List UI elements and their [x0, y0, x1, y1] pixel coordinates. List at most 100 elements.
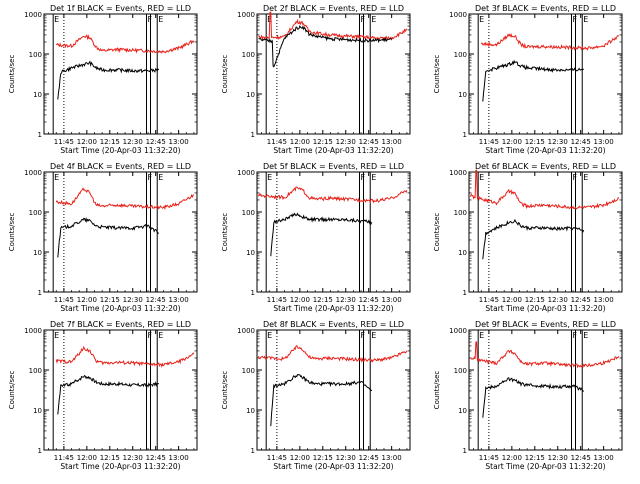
plot-frame	[256, 329, 411, 451]
x-tick-label: 13:00	[382, 454, 402, 462]
x-axis-label: Start Time (20-Apr-03 11:32:20)	[60, 304, 180, 313]
marker-label: E	[371, 15, 376, 24]
events-series-line	[270, 212, 373, 257]
y-tick-label: 1	[38, 131, 42, 139]
y-tick-label: 10	[33, 249, 42, 257]
marker-label: E	[54, 15, 59, 24]
y-tick-label: 1	[38, 447, 42, 455]
marker-label: F	[573, 173, 578, 182]
marker-label: F	[361, 173, 366, 182]
y-tick-label: 1000	[237, 327, 255, 335]
x-tick-label: 13:00	[382, 138, 402, 146]
plot-title: Det 3f BLACK = Events, RED = LLD	[475, 4, 616, 13]
x-tick-label: 12:00	[290, 454, 310, 462]
x-tick-label: 12:15	[313, 296, 333, 304]
x-tick-label: 12:30	[548, 454, 568, 462]
marker-label: E	[267, 173, 272, 182]
x-tick-label: 13:00	[594, 138, 614, 146]
y-axis-label: Counts/sec	[221, 55, 229, 94]
x-tick-label: 12:45	[359, 296, 379, 304]
y-axis-label: Counts/sec	[433, 55, 441, 94]
detector-panel: Det 9f BLACK = Events, RED = LLD 1 10 100 10…	[433, 320, 623, 471]
marker-label: E	[158, 15, 163, 24]
x-axis-label: Start Time (20-Apr-03 11:32:20)	[273, 146, 393, 155]
marker-label: E	[479, 173, 484, 182]
x-tick-label: 12:15	[100, 454, 120, 462]
detector-panel: Det 5f BLACK = Events, RED = LLD 1 10 100 10…	[221, 162, 411, 313]
lld-series-line	[470, 341, 620, 369]
detector-panel: Det 3f BLACK = Events, RED = LLD 1 10 100 10…	[433, 4, 623, 155]
y-tick-label: 1	[463, 131, 467, 139]
y-tick-label: 100	[454, 51, 467, 59]
x-tick-label: 12:15	[525, 454, 545, 462]
plot-frame	[468, 329, 623, 451]
y-tick-label: 100	[454, 367, 467, 375]
x-tick-label: 11:45	[267, 138, 287, 146]
lld-series-line	[480, 32, 620, 51]
plot-title: Det 5f BLACK = Events, RED = LLD	[263, 162, 404, 171]
x-tick-label: 11:45	[479, 138, 499, 146]
x-tick-label: 12:00	[502, 454, 522, 462]
marker-label: E	[583, 173, 588, 182]
plot-frame	[256, 171, 411, 293]
x-axis-label: Start Time (20-Apr-03 11:32:20)	[60, 462, 180, 471]
y-tick-label: 1	[463, 289, 467, 297]
y-tick-label: 10	[33, 91, 42, 99]
y-tick-label: 10	[33, 407, 42, 415]
y-tick-label: 100	[29, 209, 42, 217]
detector-panel: Det 4f BLACK = Events, RED = LLD 1 10 100 10…	[8, 162, 198, 313]
x-axis-label: Start Time (20-Apr-03 11:32:20)	[485, 146, 605, 155]
plot-frame	[43, 13, 198, 135]
x-tick-label: 11:45	[479, 296, 499, 304]
y-tick-label: 1000	[237, 11, 255, 19]
y-tick-label: 10	[458, 249, 467, 257]
y-tick-label: 10	[246, 407, 255, 415]
x-tick-label: 12:00	[77, 138, 97, 146]
y-tick-label: 1	[251, 289, 255, 297]
events-series-line	[482, 218, 585, 260]
marker-label: F	[148, 331, 153, 340]
x-tick-label: 11:45	[54, 138, 74, 146]
y-tick-label: 1	[251, 447, 255, 455]
marker-label: E	[583, 331, 588, 340]
events-series-line	[57, 60, 160, 100]
y-tick-label: 10	[246, 249, 255, 257]
plot-title: Det 2f BLACK = Events, RED = LLD	[263, 4, 404, 13]
marker-label: E	[371, 173, 376, 182]
x-tick-label: 12:30	[123, 138, 143, 146]
y-tick-label: 1000	[449, 11, 467, 19]
y-tick-label: 1000	[24, 327, 42, 335]
x-tick-label: 13:00	[169, 138, 189, 146]
x-tick-label: 12:30	[336, 138, 356, 146]
detector-panel: Det 2f BLACK = Events, RED = LLD 1 10 100 10…	[221, 4, 411, 155]
plot-title: Det 6f BLACK = Events, RED = LLD	[475, 162, 616, 171]
x-tick-label: 12:30	[336, 454, 356, 462]
marker-label: E	[583, 15, 588, 24]
x-tick-label: 12:15	[100, 138, 120, 146]
detector-panel: Det 7f BLACK = Events, RED = LLD 1 10 100 10…	[8, 320, 198, 471]
events-series-line	[482, 377, 584, 418]
y-tick-label: 10	[458, 407, 467, 415]
x-tick-label: 12:45	[146, 296, 166, 304]
marker-label: E	[479, 331, 484, 340]
x-tick-label: 12:00	[77, 454, 97, 462]
marker-label: F	[361, 15, 366, 24]
x-tick-label: 12:15	[525, 296, 545, 304]
x-axis-label: Start Time (20-Apr-03 11:32:20)	[273, 462, 393, 471]
x-tick-label: 12:15	[100, 296, 120, 304]
x-tick-label: 12:00	[290, 296, 310, 304]
lld-series-line	[55, 345, 195, 368]
detector-panel: Det 1f BLACK = Events, RED = LLD 1 10 100 10…	[8, 4, 198, 155]
y-tick-label: 1	[251, 131, 255, 139]
plot-title: Det 4f BLACK = Events, RED = LLD	[50, 162, 191, 171]
lld-series-line	[470, 169, 620, 210]
plot-frame	[256, 13, 411, 135]
x-tick-label: 12:00	[502, 296, 522, 304]
plot-frame	[468, 171, 623, 293]
x-tick-label: 13:00	[169, 296, 189, 304]
x-tick-label: 13:00	[382, 296, 402, 304]
y-axis-label: Counts/sec	[221, 213, 229, 252]
lld-series-line	[258, 11, 408, 41]
